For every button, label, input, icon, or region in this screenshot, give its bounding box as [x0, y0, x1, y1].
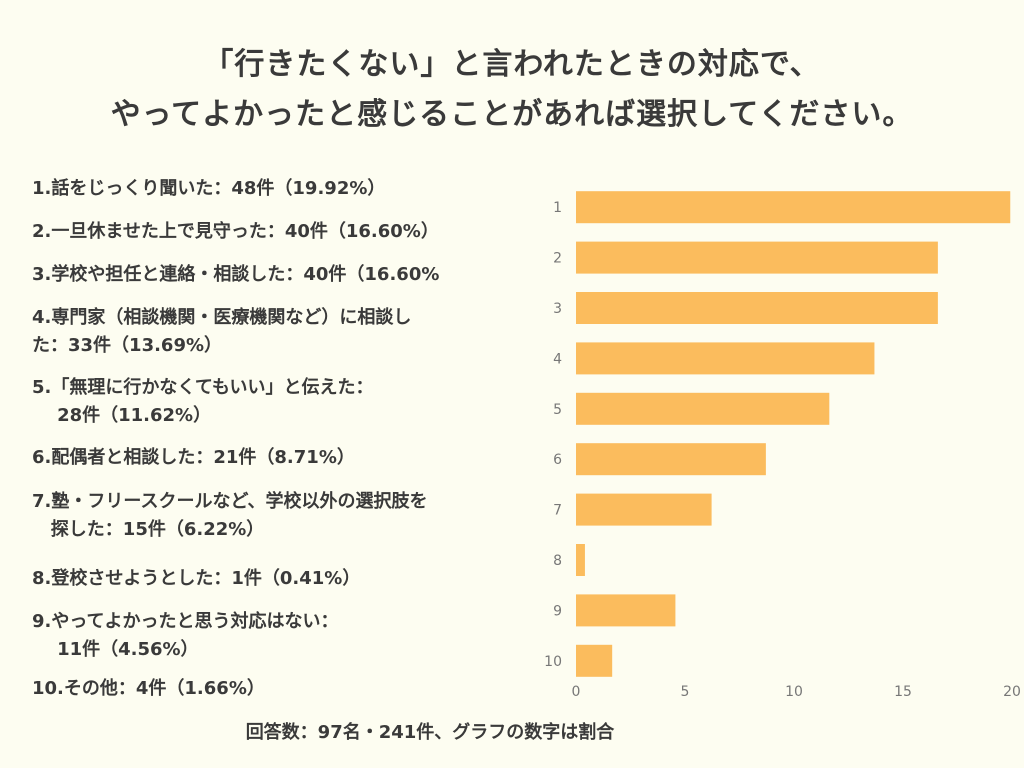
x-tick-label-20: 20 — [1003, 684, 1021, 700]
legend-item-1: 1.話をじっくり聞いた：48件（19.92%） — [32, 178, 386, 199]
bar-5 — [576, 392, 830, 425]
legend-item-7: 7.塾・フリースクールなど、学校以外の選択肢を 探した：15件（6.22%） — [32, 491, 428, 540]
y-tick-label-4: 4 — [553, 351, 562, 367]
legend-item-3: 3.学校や担任と連絡・相談した：40件（16.60% — [32, 264, 440, 285]
bar-8 — [576, 544, 585, 576]
y-tick-label-3: 3 — [553, 301, 562, 317]
bar-6 — [576, 443, 766, 476]
bar-4 — [576, 342, 875, 375]
legend-item-6: 6.配偶者と相談した：21件（8.71%） — [32, 447, 355, 468]
bar-9 — [576, 594, 676, 627]
y-tick-label-9: 9 — [553, 603, 562, 619]
y-tick-label-5: 5 — [553, 402, 562, 418]
bar-10 — [576, 644, 613, 677]
y-tick-label-2: 2 — [553, 251, 562, 267]
bar-1 — [576, 191, 1011, 224]
legend-item-5: 5.「無理に行かなくてもいい」と伝えた： 28件（11.62%） — [32, 377, 374, 426]
y-tick-label-6: 6 — [553, 452, 562, 468]
chart-title: 「行きたくない」と言われたときの対応で、 やってよかったと感じることがあれば選択… — [0, 40, 1024, 140]
bar-2 — [576, 241, 938, 274]
footer-note: 回答数：97名・241件、グラフの数字は割合 — [245, 722, 615, 743]
title-line-1: 「行きたくない」と言われたときの対応で、 — [203, 47, 821, 82]
y-tick-label-8: 8 — [553, 553, 562, 569]
bar-3 — [576, 292, 938, 324]
y-tick-label-7: 7 — [553, 503, 562, 519]
x-tick-label-5: 5 — [681, 684, 690, 700]
legend-item-9: 9.やってよかったと思う対応はない： 11件（4.56%） — [32, 611, 339, 660]
legend-item-2: 2.一旦休ませた上で見守った：40件（16.60%） — [32, 221, 439, 242]
x-tick-label-10: 10 — [785, 684, 803, 700]
x-tick-label-0: 0 — [572, 684, 581, 700]
legend-item-4: 4.専門家（相談機関・医療機関など）に相談し た：33件（13.69%） — [32, 307, 412, 356]
title-line-2: やってよかったと感じることがあれば選択してください。 — [110, 97, 914, 132]
legend-item-8: 8.登校させようとした：1件（0.41%） — [32, 568, 361, 589]
bar-7 — [576, 493, 712, 526]
y-tick-label-10: 10 — [544, 654, 562, 670]
x-tick-label-15: 15 — [894, 684, 912, 700]
legend-item-10: 10.その他：4件（1.66%） — [32, 678, 265, 699]
y-tick-label-1: 1 — [553, 200, 562, 216]
